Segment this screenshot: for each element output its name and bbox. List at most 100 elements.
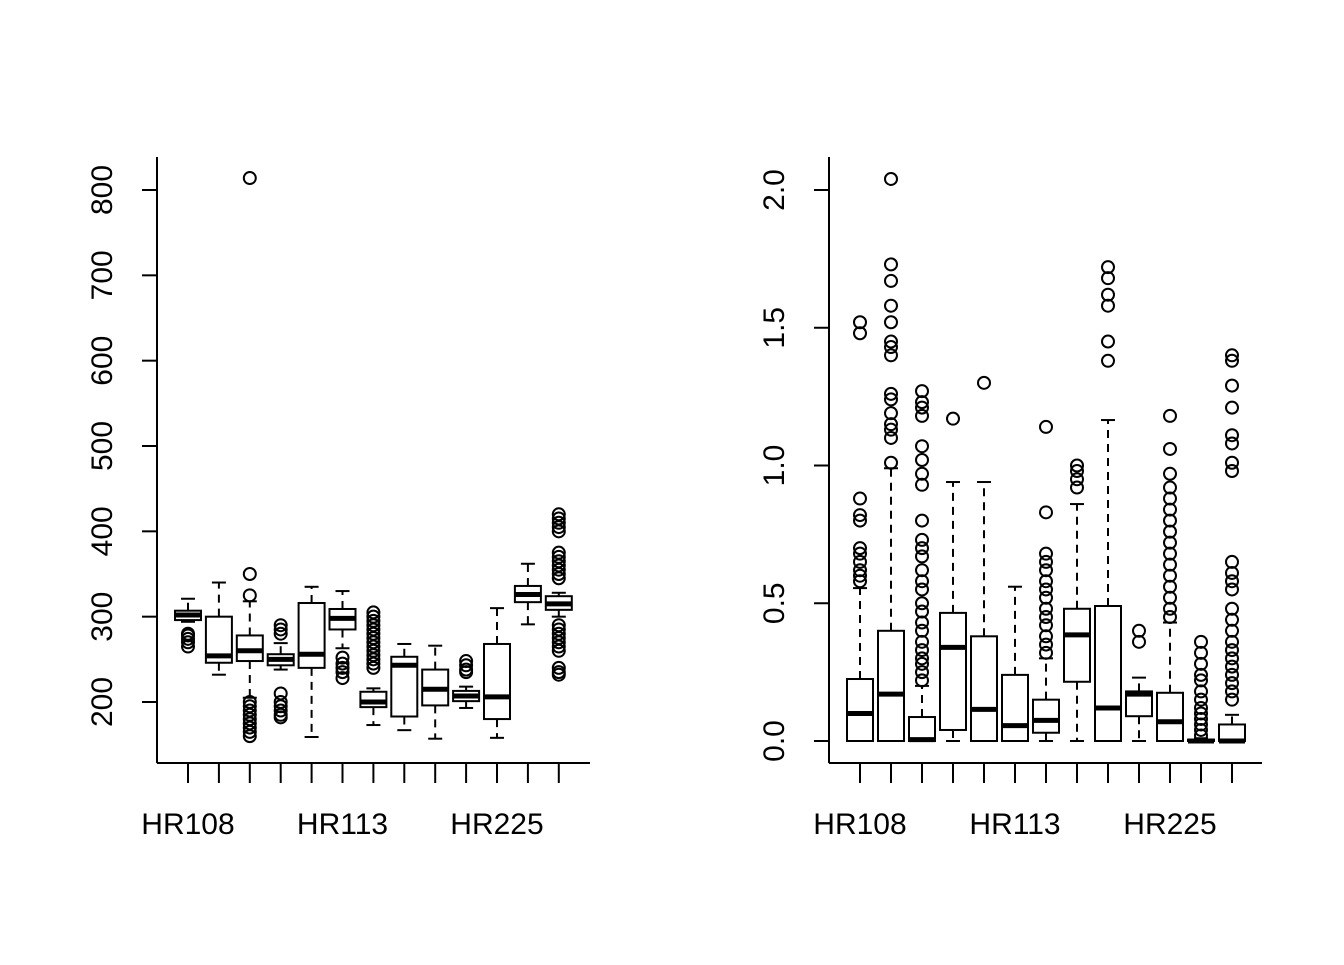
outlier-point: [551, 667, 566, 682]
box-iqr: [359, 690, 388, 709]
outlier-point: [915, 452, 929, 467]
box-4: [939, 411, 967, 742]
outlier-point: [1039, 637, 1053, 652]
outlier-point: [242, 171, 257, 186]
outlier-point: [335, 671, 350, 686]
outlier-point: [1225, 554, 1239, 569]
outlier-point: [884, 273, 898, 288]
outlier-point: [915, 513, 929, 528]
box-12: [513, 562, 542, 626]
box-6: [1001, 585, 1029, 743]
y-tick-label: 400: [86, 506, 119, 556]
outlier-point: [915, 604, 929, 619]
outlier-point: [1194, 700, 1208, 715]
outlier-point: [853, 568, 867, 583]
box-iqr: [1001, 673, 1029, 743]
outlier-point: [1101, 287, 1115, 302]
box-iqr: [1094, 605, 1122, 742]
outlier-point: [242, 567, 257, 581]
outlier-point: [1039, 419, 1053, 434]
outlier-point: [915, 408, 929, 423]
outlier-point: [273, 626, 288, 641]
box-3: [908, 384, 936, 743]
y-tick-label: 0.0: [758, 720, 791, 762]
outlier-point: [551, 571, 566, 586]
outlier-point: [366, 652, 381, 667]
box-12: [1187, 634, 1215, 744]
box-9: [1094, 260, 1122, 742]
y-tick-label: 1.5: [758, 307, 791, 349]
y-tick-label: 200: [86, 677, 119, 727]
outlier-point: [273, 703, 288, 718]
outlier-point: [1163, 480, 1177, 495]
outlier-point: [1039, 505, 1053, 520]
outlier-point: [273, 710, 288, 725]
outlier-point: [1163, 408, 1177, 423]
outlier-point: [1225, 436, 1239, 451]
outlier-point: [853, 315, 867, 330]
outlier-point: [884, 171, 898, 186]
outlier-point: [884, 430, 898, 445]
outlier-point: [884, 392, 898, 407]
outlier-point: [1225, 378, 1239, 393]
x-tick-label: HR113: [297, 808, 388, 841]
outlier-point: [884, 406, 898, 421]
boxplot-panel-2: 0.0 0.5 1.0 1.5 2.0 HR108 HR113 HR225: [758, 157, 1262, 841]
outlier-point: [1039, 645, 1053, 660]
outlier-point: [915, 651, 929, 666]
box-2: [877, 171, 905, 742]
outlier-point: [273, 622, 288, 637]
outlier-point: [915, 656, 929, 671]
outlier-point: [884, 334, 898, 349]
outlier-point: [1225, 582, 1239, 597]
outlier-point: [273, 618, 288, 633]
box-13: [544, 507, 573, 682]
outlier-point: [551, 562, 566, 577]
box-iqr: [970, 635, 998, 742]
outlier-point: [459, 658, 474, 673]
outlier-point: [551, 520, 566, 535]
outlier-point: [853, 491, 867, 506]
box-8: [1063, 458, 1091, 742]
outlier-point: [1225, 464, 1239, 479]
box-9: [421, 644, 450, 740]
y-tick-label: 300: [86, 592, 119, 642]
box-iqr: [235, 634, 264, 663]
outlier-point: [1225, 400, 1239, 415]
box-iqr: [846, 678, 874, 743]
outlier-point: [551, 567, 566, 581]
box-iqr: [1032, 698, 1060, 734]
outlier-point: [1039, 590, 1053, 605]
box-13: [1218, 348, 1246, 744]
box-8: [390, 642, 419, 732]
box-iqr: [297, 602, 326, 669]
box-iqr: [1156, 691, 1184, 742]
outlier-point: [853, 541, 867, 556]
outlier-point: [915, 673, 929, 688]
box-5: [297, 585, 326, 738]
outlier-point: [1194, 673, 1208, 688]
outlier-point: [1070, 458, 1084, 473]
outlier-point: [915, 563, 929, 578]
box-10: [452, 654, 481, 709]
outlier-point: [1163, 441, 1177, 456]
outlier-point: [853, 513, 867, 528]
outlier-point: [551, 639, 566, 654]
outlier-point: [366, 656, 381, 671]
outlier-point: [1163, 610, 1177, 625]
y-tick-label: 800: [86, 165, 119, 215]
outlier-point: [551, 643, 566, 658]
outlier-point: [242, 724, 257, 739]
outlier-point: [459, 665, 474, 680]
outlier-point: [915, 541, 929, 556]
y-tick-label: 600: [86, 336, 119, 386]
outlier-point: [1225, 676, 1239, 691]
outlier-point: [1070, 472, 1084, 487]
outlier-point: [946, 411, 960, 426]
outlier-point: [1194, 634, 1208, 649]
box-4: [266, 618, 295, 725]
y-tick-label: 700: [86, 250, 119, 300]
outlier-point: [1225, 455, 1239, 470]
outlier-point: [1225, 643, 1239, 658]
